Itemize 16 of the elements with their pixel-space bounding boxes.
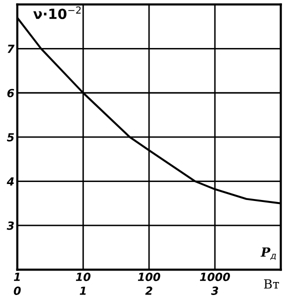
x2-tick-label: 3 — [211, 286, 218, 295]
x-tick-label: 100 — [138, 272, 160, 282]
x-axis-title: Вт — [264, 279, 280, 288]
y-axis-title: ν·10$^{−2}$ — [33, 6, 81, 20]
x-tick-label: 1 — [14, 272, 20, 281]
y-tick-label: 3 — [6, 221, 14, 230]
y-tick-label: 5 — [6, 133, 14, 142]
x2-tick-label: 0 — [14, 286, 21, 295]
y-tick-label: 6 — [7, 88, 14, 98]
x-tick-label: 10 — [76, 272, 90, 282]
y-tick-label: 7 — [8, 44, 14, 53]
annotation: P$_{д}$ — [260, 248, 276, 260]
x2-tick-label: 1 — [80, 286, 86, 295]
x2-tick-label: 2 — [145, 286, 152, 295]
y-tick-label: 4 — [6, 177, 14, 186]
x-tick-label: 1000 — [200, 272, 230, 282]
